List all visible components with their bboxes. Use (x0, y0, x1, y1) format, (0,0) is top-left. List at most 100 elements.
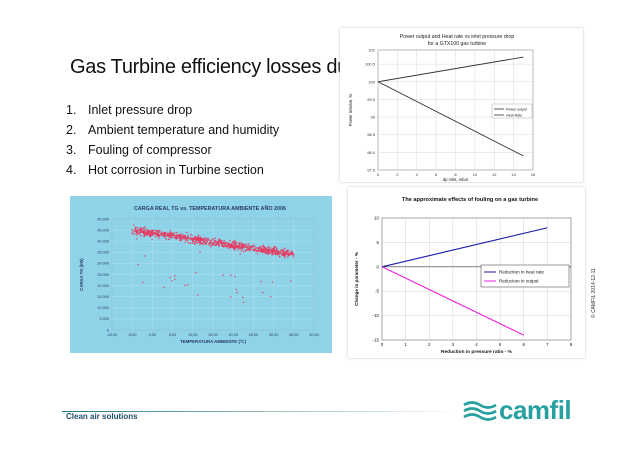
scatter-point (237, 246, 239, 248)
scatter-point (216, 243, 219, 245)
y-tick-label: 10.000 (97, 306, 109, 310)
scatter-point (185, 238, 187, 241)
scatter-point (204, 242, 207, 244)
y-tick-label: -10 (373, 313, 380, 318)
scatter-point (148, 229, 150, 232)
scatter-point (225, 241, 227, 244)
scatter-point (216, 241, 218, 244)
scatter-point (287, 254, 290, 256)
scatter-point (264, 248, 266, 250)
scatter-point (169, 276, 171, 279)
scatter-point (244, 249, 247, 252)
scatter-point (139, 226, 141, 229)
copyright-note: © CAMFIL 2014-12-11 (590, 268, 597, 318)
scatter-point (168, 236, 171, 238)
scatter-point (196, 236, 198, 239)
fouling-chart: The approximate effects of fouling on a … (348, 187, 585, 358)
list-item-number: 4. (66, 163, 77, 177)
scatter-point (272, 253, 274, 256)
pressure-drop-chart: Power output and Heat rate vs inlet pres… (340, 28, 583, 182)
camfil-logo-text: camfil (499, 395, 572, 425)
x-tick-label: 0,00 (149, 333, 156, 337)
loss-list: 1. Inlet pressure drop 2. Ambient temperat… (66, 100, 279, 180)
scatter-point (220, 241, 222, 243)
list-item-number: 2. (66, 123, 77, 137)
scatter-point (258, 247, 260, 250)
footer-divider (62, 411, 462, 412)
x-tick-label: 10 (473, 172, 478, 177)
scatter-point (235, 242, 237, 245)
legend-label: Power output (506, 107, 527, 111)
scatter-point (242, 296, 244, 299)
scatter-point (270, 248, 272, 251)
scatter-point (152, 232, 155, 234)
scatter-point (270, 251, 272, 254)
scatter-point (135, 238, 138, 240)
scatter-point (230, 244, 232, 247)
scatter-point (273, 249, 276, 252)
scatter-point (285, 252, 287, 255)
scatter-point (134, 229, 137, 231)
scatter-point (265, 248, 268, 250)
x-tick-label: -5,00 (128, 333, 137, 337)
scatter-point (158, 235, 161, 237)
x-tick-label: 0 (381, 342, 384, 347)
y-tick-label: 25.000 (97, 273, 109, 277)
scatter-point (242, 301, 245, 304)
scatter-point (232, 243, 235, 246)
scatter-point (278, 255, 281, 258)
scatter-point (219, 239, 221, 241)
scatter-point (152, 229, 155, 232)
x-tick-label: 5 (499, 342, 502, 347)
scatter-point (281, 252, 283, 255)
pressure-drop-chart-svg: Power output and Heat rate vs inlet pres… (348, 34, 536, 182)
scatter-point (217, 239, 220, 242)
scatter-point (248, 246, 250, 249)
scatter-point (197, 239, 200, 242)
scatter-point (247, 243, 250, 245)
scatter-point (240, 250, 243, 252)
scatter-point (149, 235, 152, 238)
legend-box (491, 103, 533, 119)
scatter-point (185, 237, 188, 240)
scatter-point (232, 246, 234, 249)
x-tick-label: 8 (454, 172, 457, 177)
scatter-point (142, 281, 144, 284)
scatter-point (173, 234, 175, 237)
scatter-point (283, 253, 286, 256)
scatter-point (212, 241, 215, 244)
y-axis-label: Change in parameter - % (354, 252, 359, 306)
scatter-point (276, 251, 278, 253)
scatter-point (151, 231, 154, 233)
scatter-point (249, 247, 252, 249)
scatter-point (230, 246, 232, 249)
scatter-point (267, 246, 269, 249)
scatter-point (190, 233, 192, 236)
scatter-point (284, 247, 286, 249)
scatter-point (241, 248, 244, 250)
scatter-point (197, 234, 200, 236)
scatter-point (134, 227, 136, 229)
scatter-point (151, 233, 153, 236)
scatter-point (253, 250, 256, 252)
y-tick-label: 40.000 (97, 240, 109, 244)
scatter-point (173, 236, 175, 239)
y-tick-label: 100 (368, 79, 375, 84)
scatter-point (271, 281, 274, 283)
x-tick-label: 7 (546, 342, 549, 347)
scatter-point (148, 234, 151, 236)
scatter-point (261, 245, 264, 248)
scatter-point (144, 229, 147, 231)
legend-label: Heat Rate (506, 113, 522, 117)
x-tick-label: 25,00 (249, 333, 259, 337)
scatter-point (292, 254, 295, 256)
scatter-point (257, 246, 259, 249)
scatter-point (171, 233, 173, 236)
x-tick-label: 2 (396, 172, 399, 177)
scatter-point (174, 274, 176, 277)
scatter-point (234, 242, 236, 244)
scatter-point (184, 284, 186, 287)
scatter-point (164, 236, 167, 239)
x-tick-label: 15,00 (208, 333, 218, 337)
scatter-point (143, 229, 145, 231)
